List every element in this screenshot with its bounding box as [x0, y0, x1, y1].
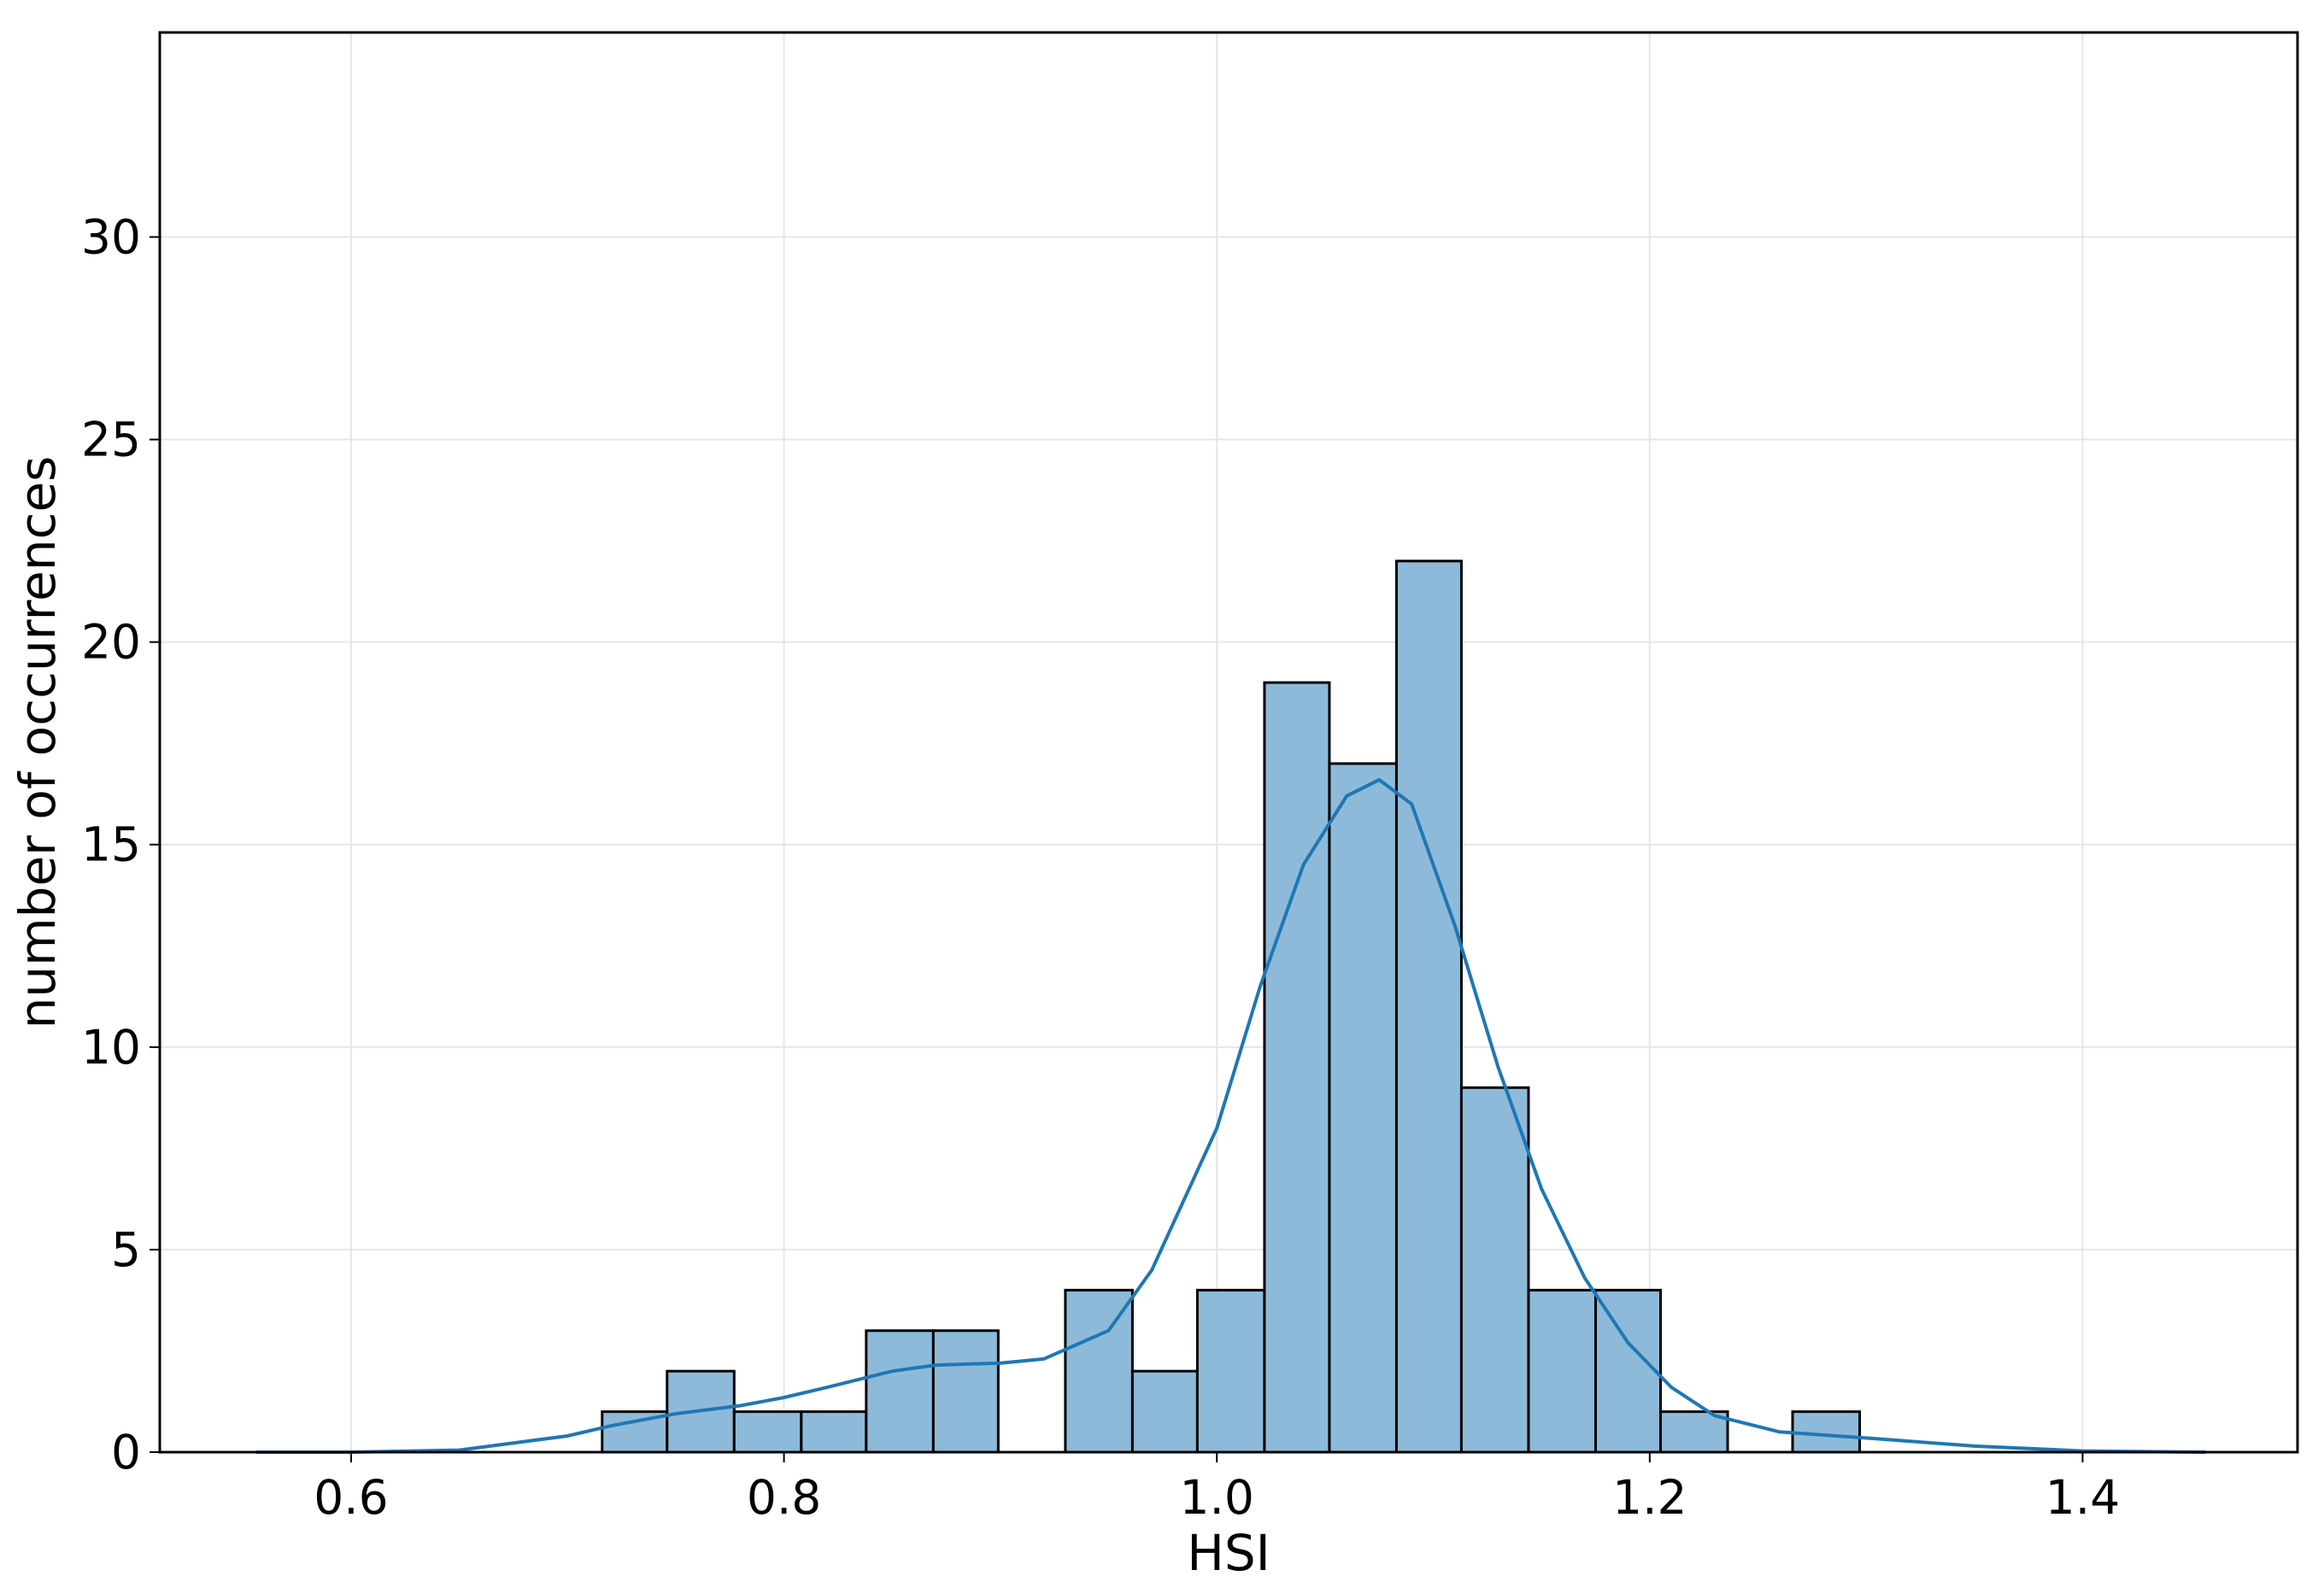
y-tick-label: 0: [111, 1425, 141, 1479]
bar: [1527, 1288, 1597, 1454]
bar: [732, 1410, 803, 1454]
bar: [865, 1329, 935, 1454]
bar: [1593, 1288, 1662, 1454]
bar: [1328, 762, 1398, 1454]
x-tick-label: 1.0: [1179, 1470, 1253, 1525]
bar: [1263, 681, 1331, 1454]
kde-line: [255, 777, 2206, 1454]
y-tick-label: 5: [111, 1222, 141, 1277]
y-tick-label: 25: [81, 413, 141, 467]
bar: [1130, 1369, 1199, 1454]
x-axis-label: HSI: [1187, 1524, 1271, 1582]
bar: [800, 1410, 868, 1454]
bar: [1064, 1288, 1134, 1454]
y-tick-label: 15: [81, 817, 141, 872]
bar: [931, 1329, 1000, 1454]
bar: [1459, 1086, 1530, 1454]
bar: [1658, 1410, 1729, 1454]
x-tick-label: 1.2: [1612, 1470, 1687, 1525]
bar: [1195, 1288, 1266, 1454]
y-tick-label: 20: [81, 615, 141, 670]
y-axis-label: number of occurrences: [9, 456, 67, 1029]
y-tick-label: 10: [81, 1020, 141, 1075]
x-tick-label: 1.4: [2045, 1470, 2120, 1525]
plot-frame: [158, 31, 2299, 1454]
x-tick-label: 0.8: [747, 1470, 821, 1525]
y-tick-label: 30: [81, 209, 141, 264]
x-tick-label: 0.6: [314, 1470, 388, 1525]
bar: [1394, 560, 1463, 1454]
